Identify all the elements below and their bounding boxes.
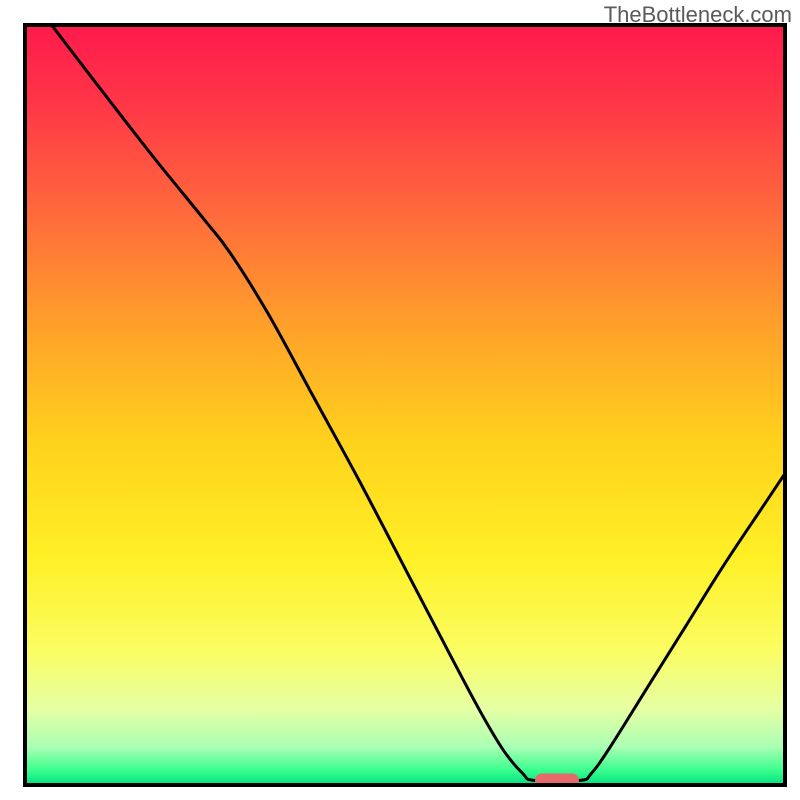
watermark-text: TheBottleneck.com [604, 2, 792, 28]
chart-container: TheBottleneck.com [0, 0, 800, 800]
chart-svg [0, 0, 800, 800]
